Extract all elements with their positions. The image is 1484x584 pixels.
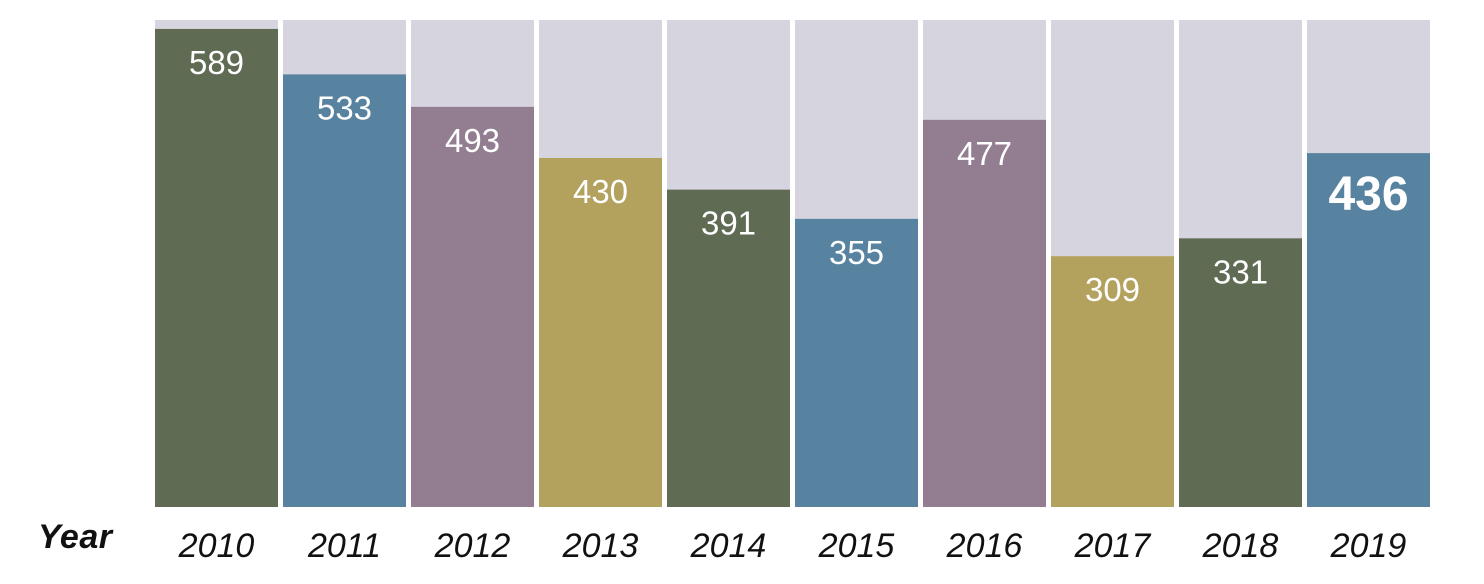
bar-2010 — [155, 28, 278, 507]
bar-2011 — [283, 74, 406, 508]
bar-value-label-2019: 436 — [1328, 168, 1408, 221]
bar-2014 — [667, 189, 790, 507]
bar-value-label-2018: 331 — [1213, 253, 1268, 290]
bar-value-label-2014: 391 — [701, 205, 756, 242]
x-tick-label-2013: 2013 — [562, 527, 639, 565]
x-tick-label-2011: 2011 — [307, 527, 381, 565]
bar-2018 — [1179, 238, 1302, 508]
data-bars — [155, 28, 1430, 508]
bar-2019 — [1307, 153, 1430, 507]
x-tick-label-2017: 2017 — [1074, 527, 1152, 565]
x-tick-label-2019: 2019 — [1330, 527, 1407, 565]
bar-value-label-2017: 309 — [1085, 271, 1140, 308]
bar-2012 — [411, 106, 534, 508]
x-tick-label-2016: 2016 — [946, 527, 1023, 565]
bar-2013 — [539, 157, 662, 507]
bar-value-label-2013: 430 — [573, 173, 628, 210]
x-axis-title: Year — [38, 518, 113, 556]
x-tick-label-2014: 2014 — [690, 527, 767, 565]
x-tick-label-2012: 2012 — [434, 527, 511, 565]
bar-value-label-2016: 477 — [957, 135, 1012, 172]
x-tick-labels: 2010 2011 2012 2013 2014 2015 2016 2017 2018 2019 — [178, 527, 1407, 565]
bar-2015 — [795, 218, 918, 507]
bar-value-labels: 589 533 493 430 391 355 477 309 331 436 — [189, 44, 1409, 308]
bar-value-label-2010: 589 — [189, 44, 244, 81]
bar-value-label-2015: 355 — [829, 234, 884, 271]
x-tick-label-2018: 2018 — [1202, 527, 1279, 565]
x-tick-label-2015: 2015 — [818, 527, 895, 565]
bar-value-label-2011: 533 — [317, 89, 372, 126]
bar-2016 — [923, 119, 1046, 508]
bar-value-label-2012: 493 — [445, 122, 500, 159]
bar-2017 — [1051, 256, 1174, 507]
x-tick-label-2010: 2010 — [178, 527, 255, 565]
